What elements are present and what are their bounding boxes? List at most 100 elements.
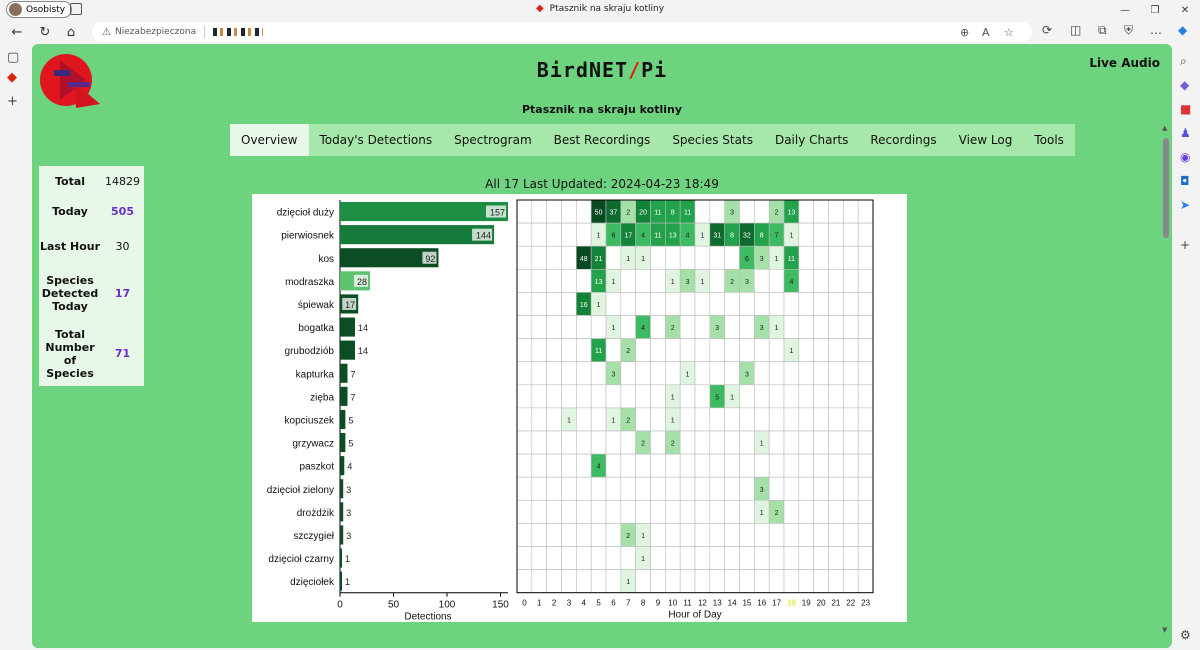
heatmap-value: 1 [775,325,779,332]
heatmap-cell [561,453,577,478]
heatmap-cell [531,546,547,570]
tab-list-icon[interactable]: ▢ [7,50,20,65]
nav-best-recordings[interactable]: Best Recordings [553,133,651,147]
close-icon[interactable]: ✕ [1180,4,1190,16]
scroll-up-icon[interactable]: ▲ [1162,124,1168,132]
heatmap-cell [546,222,562,247]
minimize-icon[interactable]: — [1120,4,1130,16]
heatmap-value: 48 [580,256,588,263]
back-icon[interactable]: ← [11,24,23,40]
heatmap-cell [694,546,711,570]
heatmap-cell [798,499,814,524]
outlook-icon[interactable]: ◘ [1180,174,1190,188]
bar-value-bg [344,552,352,565]
split-screen-icon[interactable]: ◫ [1070,23,1082,37]
heatmap-cell [709,546,725,570]
brand-title: BirdNET/Pi [32,58,1172,82]
copilot-sidebar-icon[interactable]: ◉ [1180,150,1191,164]
heatmap-cell [783,453,800,478]
new-tab-icon[interactable]: + [7,94,18,109]
search-icon[interactable]: ⌕ [1180,54,1187,68]
heatmap-value: 1 [671,417,675,424]
read-aloud-icon[interactable]: A [982,26,990,39]
nav-overview[interactable]: Overview [230,124,309,156]
nav-spectrogram[interactable]: Spectrogram [454,133,532,147]
heatmap-cell [635,384,651,409]
heatmap-value: 21 [595,256,603,263]
heatmap-cell [561,523,577,547]
nav-today-s-detections[interactable]: Today's Detections [319,133,433,147]
refresh-icon[interactable]: ↻ [39,24,51,40]
bar [340,525,344,545]
tag-icon[interactable]: ◆ [1180,78,1190,92]
heatmap-value: 5 [715,394,719,401]
heatmap-cell [739,199,755,224]
heatmap-cell [561,430,577,455]
stat-label: Total [54,174,86,188]
shield-icon[interactable]: ⛨ [1124,23,1134,37]
stat-row: Today 505 [39,196,144,226]
settings-icon[interactable]: ⚙ [1180,628,1191,642]
heatmap-cell [754,384,770,409]
scrollbar[interactable]: ▲ ▼ [1162,124,1169,634]
heatmap-value: 32 [743,233,751,240]
active-tab-favicon-icon[interactable]: ◆ [7,70,17,85]
web-page: BirdNET/Pi Live Audio Ptasznik na skraju… [32,44,1172,648]
heatmap-cell [605,569,622,594]
send-icon[interactable]: ➤ [1180,198,1191,212]
heatmap-cell [783,569,800,594]
heatmap-cell [694,245,711,270]
scroll-down-icon[interactable]: ▼ [1162,626,1168,634]
live-audio-button[interactable]: Live Audio [1089,56,1160,70]
heatmap-value: 37 [610,210,618,217]
add-icon[interactable]: + [1180,238,1191,252]
copilot-icon[interactable]: ◆ [1178,23,1188,37]
zoom-icon[interactable]: ⊕ [960,26,970,39]
tab-actions-icon[interactable] [70,3,82,15]
hour-tick-label: 8 [641,599,646,608]
heatmap-cell [694,476,711,501]
heatmap-cell [694,315,711,339]
heatmap-cell [768,430,785,455]
nav-recordings[interactable]: Recordings [870,133,937,147]
heatmap-cell [783,523,800,547]
extensions-icon[interactable]: ⟳ [1042,23,1053,37]
heatmap-cell [576,361,592,386]
address-field[interactable]: ⚠ Niezabezpieczona ⊕ A ☆ [92,22,1032,42]
heatmap-value: 2 [626,210,630,217]
profile-button[interactable]: Osobisty [6,1,73,18]
heatmap-cell [561,269,577,293]
heatmap-cell [754,292,770,316]
heatmap-cell [635,569,651,594]
bar-category-label: grzywacz [292,439,334,450]
heatmap-value: 2 [730,279,734,286]
window-title-text: Ptasznik na skraju kotliny [549,3,665,14]
nav-tools[interactable]: Tools [1034,133,1064,147]
nav-view-log[interactable]: View Log [958,133,1013,147]
heatmap-cell [531,430,547,455]
heatmap-cell [516,222,533,247]
heatmap-cell [516,546,533,570]
heatmap-cell [843,292,859,316]
maximize-icon[interactable]: ❐ [1150,4,1160,16]
stat-value: 17 [114,287,131,300]
heatmap-cell [828,499,844,524]
nav-daily-charts[interactable]: Daily Charts [774,133,849,147]
collections-icon[interactable]: ⧉ [1098,23,1107,37]
favorite-icon[interactable]: ☆ [1004,26,1014,39]
heatmap-cell [516,338,533,363]
heatmap-cell [635,292,651,316]
more-icon[interactable]: … [1150,23,1162,37]
scroll-thumb[interactable] [1163,138,1169,238]
games-icon[interactable]: ♟ [1180,126,1191,140]
hour-tick-label: 21 [831,599,840,608]
nav-species-stats[interactable]: Species Stats [672,133,753,147]
heatmap-cell [561,315,577,339]
window-title: ◆ Ptasznik na skraju kotliny [0,3,1200,14]
home-icon[interactable]: ⌂ [66,24,76,40]
heatmap-value: 11 [654,233,661,240]
bar-category-label: kos [318,254,334,265]
heatmap-cell [561,546,577,570]
heatmap-cell [531,361,547,386]
toolbox-icon[interactable]: ■ [1180,102,1192,116]
